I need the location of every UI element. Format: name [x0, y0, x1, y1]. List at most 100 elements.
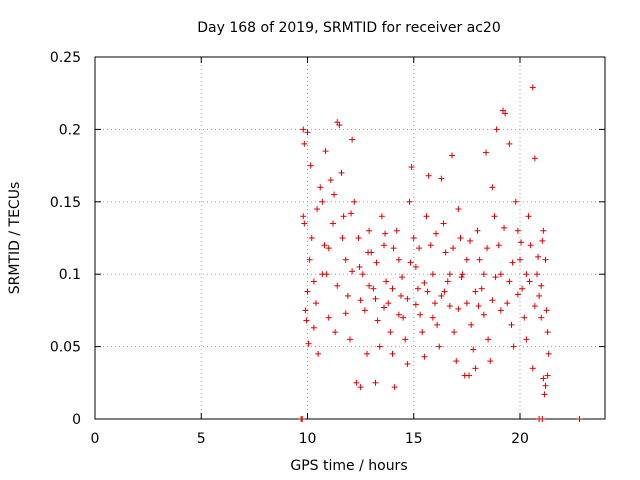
data-point: [344, 292, 351, 299]
x-tick-label: 0: [91, 431, 100, 447]
data-point: [429, 271, 436, 278]
data-point: [508, 321, 515, 328]
data-point: [300, 213, 307, 220]
grid: [95, 57, 605, 419]
data-point: [467, 237, 474, 244]
data-point: [543, 307, 550, 314]
data-point: [502, 110, 509, 117]
data-point: [364, 350, 370, 357]
data-point: [514, 227, 521, 234]
data-point: [356, 263, 363, 270]
data-point: [327, 177, 334, 184]
data-point: [373, 259, 380, 266]
data-point: [536, 292, 543, 299]
data-point: [357, 384, 364, 391]
data-point: [383, 278, 390, 285]
data-point: [453, 358, 460, 365]
chart-title: Day 168 of 2019, SRMTID for receiver ac2…: [197, 20, 501, 36]
data-point: [487, 358, 494, 365]
data-point: [325, 245, 332, 252]
data-point: [455, 305, 462, 312]
data-point: [378, 213, 385, 220]
data-point: [302, 307, 309, 314]
data-point: [306, 256, 313, 263]
data-point: [470, 346, 477, 353]
data-point: [544, 372, 551, 379]
data-point: [446, 303, 453, 310]
data-point: [389, 285, 396, 292]
data-point: [330, 220, 336, 227]
data-point: [518, 239, 525, 246]
data-point: [526, 278, 533, 285]
data-point: [451, 329, 458, 336]
data-point: [349, 136, 356, 143]
data-point: [399, 274, 406, 281]
data-point: [480, 271, 487, 278]
data-point: [308, 235, 315, 241]
data-point: [310, 324, 317, 331]
data-point: [325, 314, 332, 321]
data-point: [472, 365, 479, 372]
data-point: [303, 317, 310, 324]
data-point: [433, 230, 440, 237]
y-tick-label: 0.25: [50, 50, 81, 66]
data-point: [370, 285, 377, 292]
data-point: [484, 245, 491, 252]
data-point: [376, 343, 383, 350]
data-point: [340, 213, 347, 220]
data-point: [412, 301, 419, 308]
data-point: [313, 300, 319, 307]
x-tick-label: 5: [197, 431, 206, 447]
data-point: [434, 321, 441, 328]
data-point: [357, 297, 364, 304]
data-point: [359, 271, 366, 278]
data-point: [300, 126, 307, 133]
data-point: [531, 303, 538, 310]
data-point: [381, 304, 387, 311]
data-point: [332, 329, 339, 336]
y-axis-label: SRMTID / TECUs: [7, 182, 23, 295]
data-point: [542, 256, 549, 263]
data-point: [463, 256, 470, 263]
data-point: [353, 379, 360, 386]
data-point: [415, 285, 421, 292]
x-axis-label: GPS time / hours: [290, 458, 407, 474]
x-tick-label: 10: [299, 431, 317, 447]
x-tick-label: 20: [511, 431, 529, 447]
data-point: [342, 256, 349, 263]
data-point: [519, 285, 526, 292]
data-point: [391, 384, 398, 391]
data-point: [398, 292, 404, 299]
data-point: [472, 288, 479, 295]
data-point: [457, 235, 464, 241]
data-point: [455, 206, 462, 213]
data-point: [517, 256, 523, 263]
data-point: [314, 206, 321, 213]
data-point: [321, 242, 328, 249]
data-point: [512, 198, 519, 205]
data-point: [483, 149, 489, 156]
data-point: [540, 375, 547, 382]
data-point: [458, 274, 465, 281]
data-point: [576, 416, 583, 422]
data-point: [395, 311, 402, 318]
data-point: [387, 329, 394, 336]
y-tick-label: 0.2: [59, 122, 81, 138]
data-point: [374, 317, 381, 324]
data-point: [304, 129, 311, 136]
data-point: [485, 336, 492, 343]
data-point: [366, 282, 373, 289]
data-point: [404, 295, 411, 302]
data-point: [449, 152, 455, 159]
data-point: [476, 256, 483, 263]
data-point: [402, 336, 409, 343]
data-point: [509, 259, 516, 266]
data-point: [299, 416, 306, 422]
data-point: [542, 382, 549, 389]
data-point: [365, 249, 372, 256]
data-point: [523, 336, 530, 343]
data-point: [440, 220, 447, 227]
plot-frame: [94, 56, 606, 420]
data-point: [529, 84, 536, 91]
data-point: [459, 271, 466, 278]
